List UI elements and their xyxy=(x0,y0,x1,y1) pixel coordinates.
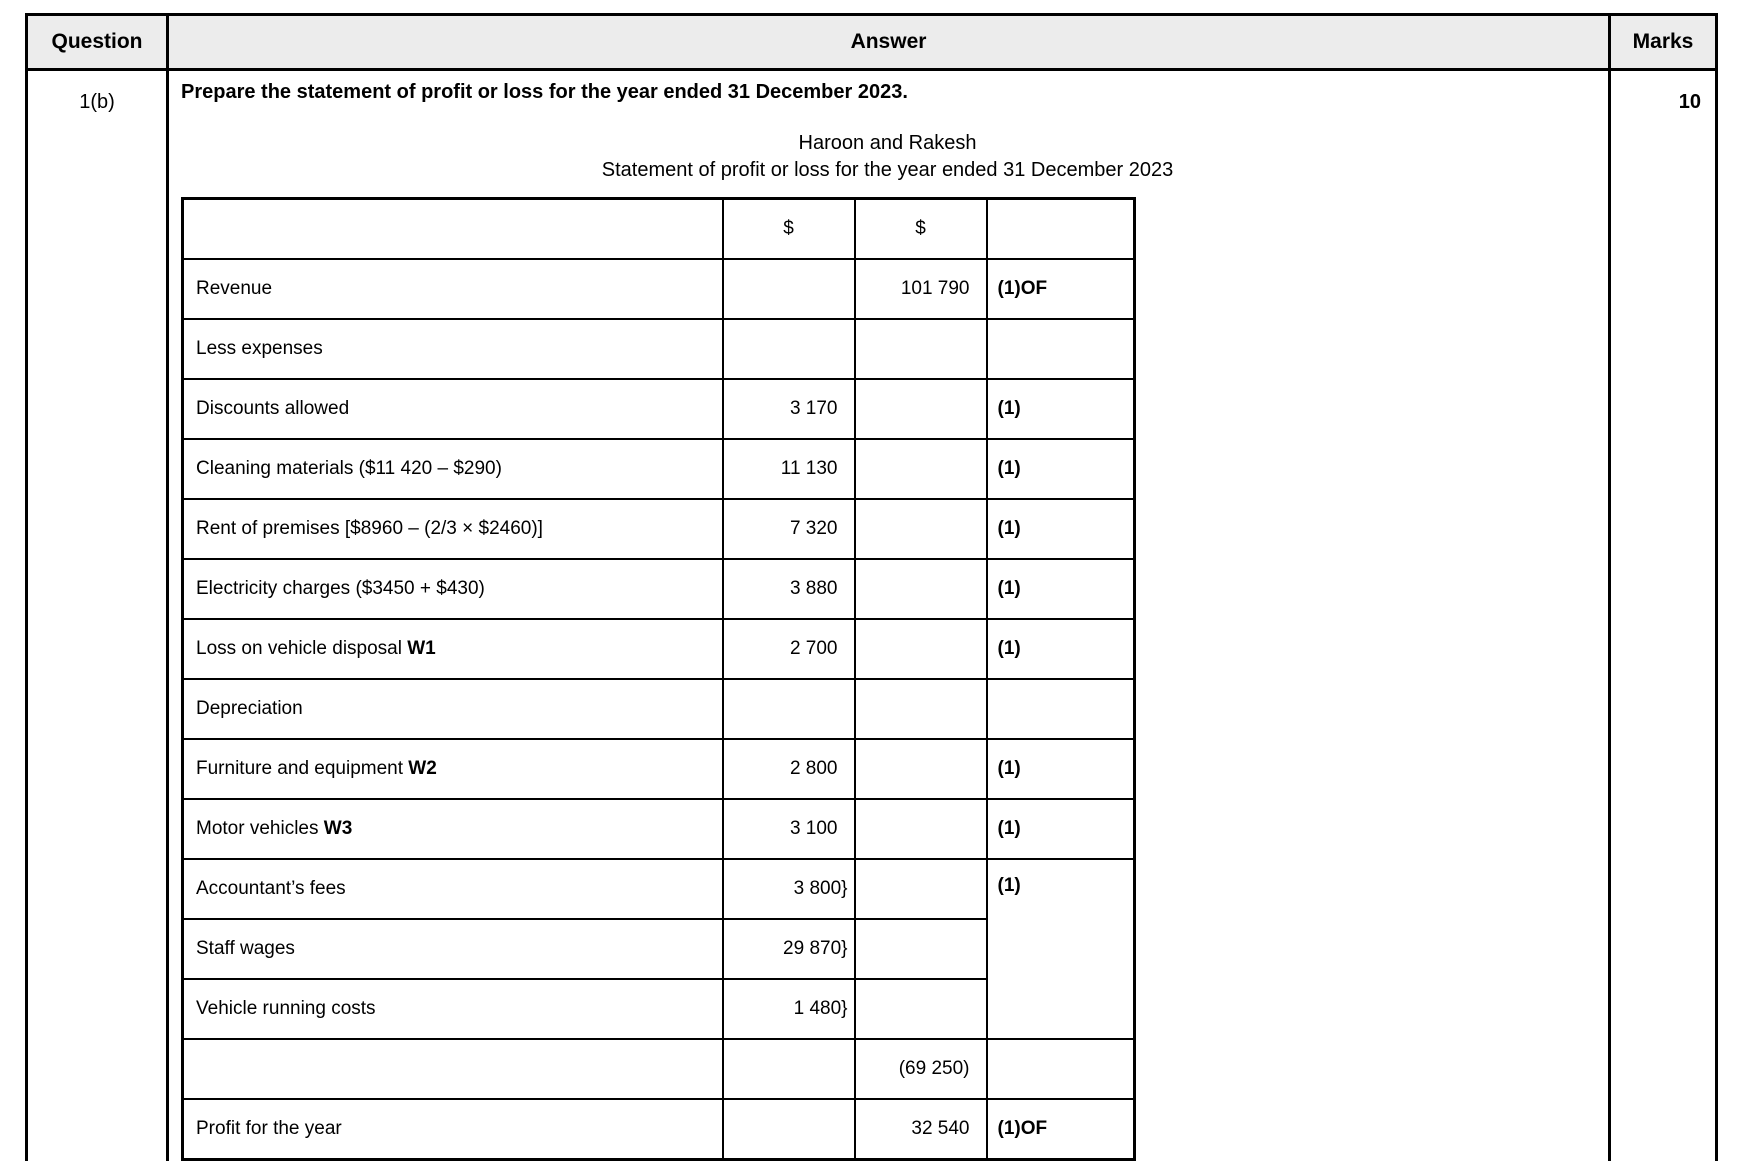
table-row-loss-on-disposal: Loss on vehicle disposal W1 2 700 (1) xyxy=(181,618,1136,680)
mark-annotation: (1) xyxy=(985,498,1136,560)
marks-column-header: Marks xyxy=(1608,13,1718,71)
table-row: $ $ xyxy=(181,197,1136,260)
working-ref: W2 xyxy=(408,758,437,779)
row-label: Discounts allowed xyxy=(181,378,724,440)
amount-col1: 2 700 xyxy=(721,618,856,680)
table-row-furniture-equipment: Furniture and equipment W2 2 800 (1) xyxy=(181,738,1136,800)
table-row-revenue: Revenue 101 790 (1)OF xyxy=(181,258,1136,320)
row-label: Less expenses xyxy=(181,318,724,380)
amount-col1 xyxy=(721,678,856,740)
mark-annotation: (1) xyxy=(985,558,1136,620)
answer-cell: Prepare the statement of profit or loss … xyxy=(166,68,1611,1161)
amount-col2 xyxy=(853,678,988,740)
row-label: Staff wages xyxy=(181,918,724,980)
row-label: Furniture and equipment W2 xyxy=(181,738,724,800)
amount-col1 xyxy=(721,1038,856,1100)
amount-col2 xyxy=(853,318,988,380)
amount-col2 xyxy=(853,798,988,860)
mark-annotation: (1)OF xyxy=(985,1098,1136,1161)
amount-col2 xyxy=(853,618,988,680)
mark-annotation xyxy=(985,197,1136,260)
working-ref: W1 xyxy=(407,638,436,659)
mark-scheme-table: Question Answer Marks 1(b) Prepare the s… xyxy=(25,13,1718,1161)
amount-col2: 32 540 xyxy=(853,1098,988,1161)
amount-col2 xyxy=(853,438,988,500)
row-label: Rent of premises [$8960 – (2/3 × $2460)] xyxy=(181,498,724,560)
amount-col1: 3 800} xyxy=(721,858,856,920)
row-label: Profit for the year xyxy=(181,1098,724,1161)
row-label xyxy=(181,197,724,260)
row-label: Electricity charges ($3450 + $430) xyxy=(181,558,724,620)
table-row-less-expenses: Less expenses xyxy=(181,318,1136,380)
amount-col2 xyxy=(853,858,988,920)
marks-value: 10 xyxy=(1608,68,1718,1161)
table-row-depreciation: Depreciation xyxy=(181,678,1136,740)
statement-heading: Haroon and Rakesh Statement of profit or… xyxy=(181,130,1594,184)
amount-col1: 29 870} xyxy=(721,918,856,980)
header-row: Question Answer Marks xyxy=(25,13,1718,71)
table-row-accountants-fees: Accountant’s fees 3 800} (1) xyxy=(181,858,1136,1040)
mark-annotation: (1) xyxy=(985,798,1136,860)
mark-annotation: (1) xyxy=(985,618,1136,680)
question-column-header: Question xyxy=(25,13,169,71)
statement-entity-title: Haroon and Rakesh xyxy=(798,132,977,154)
answer-column-header: Answer xyxy=(166,13,1611,71)
mark-annotation: (1) xyxy=(985,438,1136,500)
mark-annotation: (1) xyxy=(985,378,1136,440)
table-row-vehicle-running-costs: Vehicle running costs 1 480} xyxy=(181,978,1135,1040)
table-row-staff-wages: Staff wages 29 870} xyxy=(181,918,1135,980)
answer-prompt: Prepare the statement of profit or loss … xyxy=(181,81,908,103)
amount-col1: 7 320 xyxy=(721,498,856,560)
answer-body-row: 1(b) Prepare the statement of profit or … xyxy=(25,68,1718,1161)
row-label: Depreciation xyxy=(181,678,724,740)
row-label: Loss on vehicle disposal W1 xyxy=(181,618,724,680)
amount-col2 xyxy=(853,558,988,620)
mark-annotation-merged: (1) xyxy=(985,858,1136,1040)
row-label: Cleaning materials ($11 420 – $290) xyxy=(181,438,724,500)
statement-title: Statement of profit or loss for the year… xyxy=(601,159,1174,181)
amount-col2 xyxy=(853,918,988,980)
table-row-total-expenses: (69 250) xyxy=(181,1038,1136,1100)
question-number: 1(b) xyxy=(25,68,169,1161)
amount-col2 xyxy=(853,378,988,440)
row-label xyxy=(181,1038,724,1100)
mark-annotation xyxy=(985,318,1136,380)
amount-col2 xyxy=(853,738,988,800)
row-label: Vehicle running costs xyxy=(181,978,724,1040)
table-row-rent-of-premises: Rent of premises [$8960 – (2/3 × $2460)]… xyxy=(181,498,1136,560)
amount-col1: 3 880 xyxy=(721,558,856,620)
mark-annotation xyxy=(985,1038,1136,1100)
row-label: Accountant’s fees xyxy=(181,858,724,920)
table-row-profit-for-year: Profit for the year 32 540 (1)OF xyxy=(181,1098,1136,1161)
amount-col2: (69 250) xyxy=(853,1038,988,1100)
profit-loss-table: $ $ Revenue 101 790 (1)OF Less expenses xyxy=(181,197,1136,1161)
amount-col1: 3 170 xyxy=(721,378,856,440)
amount-col1 xyxy=(721,318,856,380)
table-row-discounts-allowed: Discounts allowed 3 170 (1) xyxy=(181,378,1136,440)
amount-col2 xyxy=(853,978,988,1040)
mark-annotation xyxy=(985,678,1136,740)
amount-col2: 101 790 xyxy=(853,258,988,320)
currency-header-col1: $ xyxy=(721,197,856,260)
amount-col1: 11 130 xyxy=(721,438,856,500)
amount-col2 xyxy=(853,498,988,560)
amount-col1: 1 480} xyxy=(721,978,856,1040)
amount-col1: 3 100 xyxy=(721,798,856,860)
working-ref: W3 xyxy=(323,818,353,839)
table-row-cleaning-materials: Cleaning materials ($11 420 – $290) 11 1… xyxy=(181,438,1136,500)
amount-col1: 2 800 xyxy=(721,738,856,800)
currency-header-col2: $ xyxy=(853,197,988,260)
row-label: Revenue xyxy=(181,258,724,320)
amount-col1 xyxy=(721,258,856,320)
table-row-motor-vehicles: Motor vehicles W3 3 100 (1) xyxy=(181,798,1136,860)
row-label: Motor vehicles W3 xyxy=(181,798,724,860)
mark-annotation: (1) xyxy=(985,738,1136,800)
amount-col1 xyxy=(721,1098,856,1161)
table-row-electricity-charges: Electricity charges ($3450 + $430) 3 880… xyxy=(181,558,1136,620)
mark-annotation: (1)OF xyxy=(985,258,1136,320)
